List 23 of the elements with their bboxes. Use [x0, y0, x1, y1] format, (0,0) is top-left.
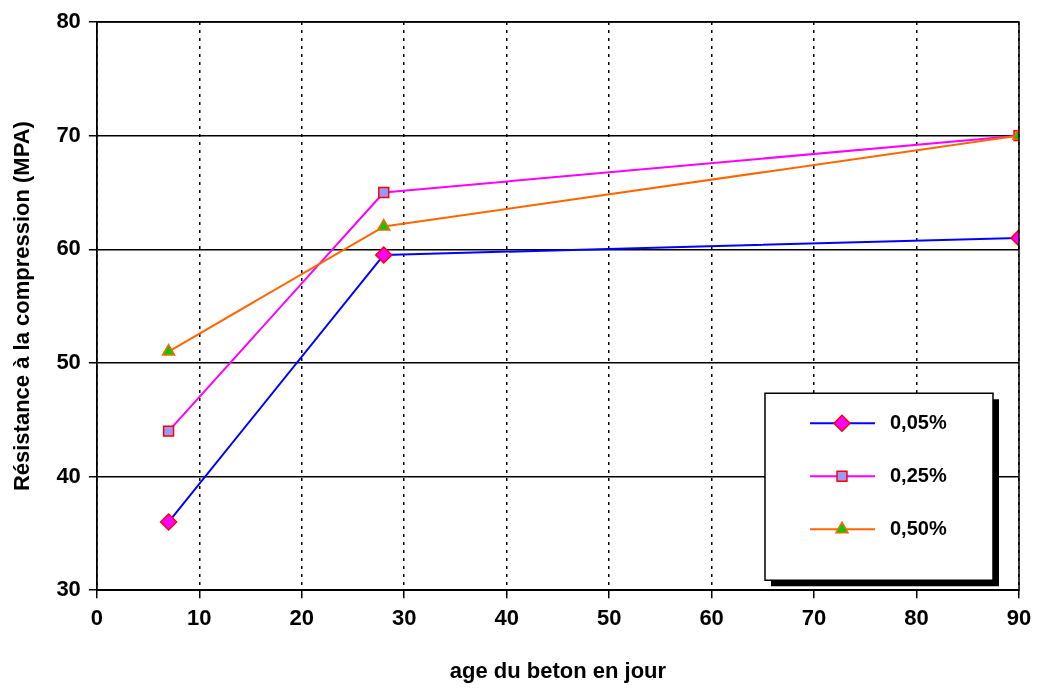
x-tick-label: 90 [1006, 605, 1032, 631]
y-tick-label: 80 [56, 8, 81, 34]
x-tick-label: 60 [699, 605, 724, 631]
legend-label: 0,50% [890, 516, 947, 539]
x-tick-label: 70 [801, 605, 827, 631]
x-tick-label: 80 [904, 605, 929, 631]
x-tick-label: 50 [596, 605, 622, 631]
y-tick-label: 60 [56, 235, 81, 261]
x-tick-label: 30 [392, 605, 417, 631]
x-tick-label: 0 [90, 605, 103, 631]
legend-label: 0,05% [890, 410, 947, 433]
point [161, 343, 176, 356]
x-tick-label: 20 [289, 605, 315, 631]
point [376, 218, 391, 231]
y-axis-title: Résistance à la compression (MPA) [9, 121, 35, 492]
x-tick-label: 40 [494, 605, 519, 631]
x-tick-label: 10 [187, 605, 212, 631]
y-tick-label: 70 [56, 121, 81, 147]
y-tick-label: 30 [56, 576, 81, 602]
y-tick-label: 50 [56, 348, 81, 374]
legend-label: 0,25% [890, 463, 947, 486]
y-tick-label: 40 [56, 462, 81, 488]
x-axis-title: age du beton en jour [449, 657, 667, 683]
